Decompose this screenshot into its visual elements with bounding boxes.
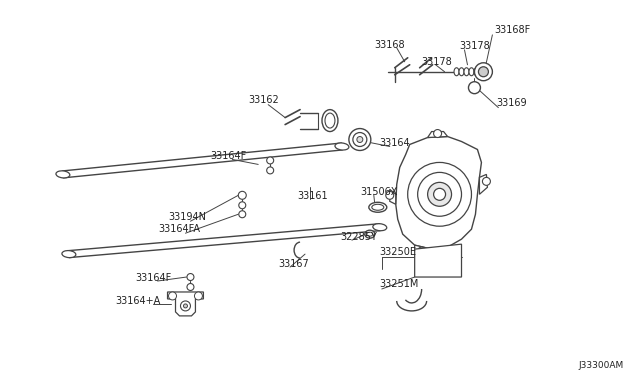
Circle shape (239, 211, 246, 218)
Ellipse shape (367, 232, 373, 236)
Circle shape (187, 273, 194, 280)
Text: 33164FA: 33164FA (159, 224, 200, 234)
Circle shape (195, 292, 202, 300)
Ellipse shape (62, 251, 76, 258)
Text: 33164F: 33164F (136, 273, 172, 283)
Text: 33250E: 33250E (380, 247, 417, 257)
Ellipse shape (469, 68, 474, 76)
Text: 33178: 33178 (422, 57, 452, 67)
Circle shape (184, 304, 188, 308)
Polygon shape (415, 245, 431, 255)
Text: 33164: 33164 (380, 138, 410, 148)
Ellipse shape (322, 110, 338, 132)
Text: 33178: 33178 (460, 41, 490, 51)
Circle shape (168, 292, 177, 300)
Ellipse shape (335, 143, 349, 150)
Circle shape (239, 202, 246, 209)
Circle shape (418, 172, 461, 216)
Text: 33161: 33161 (297, 191, 328, 201)
Polygon shape (479, 174, 488, 194)
Text: J33300AM: J33300AM (579, 361, 624, 370)
Circle shape (408, 163, 472, 226)
Circle shape (353, 132, 367, 147)
Ellipse shape (459, 68, 464, 76)
Circle shape (418, 247, 426, 255)
Text: 33251M: 33251M (380, 279, 419, 289)
Polygon shape (396, 137, 481, 249)
Circle shape (267, 167, 274, 174)
Text: 33194N: 33194N (168, 212, 207, 222)
Circle shape (357, 137, 363, 142)
Polygon shape (428, 132, 447, 138)
Polygon shape (168, 292, 204, 316)
Circle shape (474, 63, 492, 81)
Text: 33164+A: 33164+A (116, 296, 161, 306)
Text: 33164F: 33164F (211, 151, 246, 161)
Polygon shape (415, 244, 461, 277)
Text: 33167: 33167 (278, 259, 309, 269)
Circle shape (434, 188, 445, 200)
Text: 33169: 33169 (497, 97, 527, 108)
Ellipse shape (369, 202, 387, 212)
Circle shape (483, 177, 490, 185)
Ellipse shape (464, 68, 469, 76)
Ellipse shape (373, 224, 387, 231)
Text: 33168F: 33168F (494, 25, 531, 35)
Text: 33162: 33162 (248, 94, 279, 105)
Ellipse shape (372, 204, 384, 210)
Circle shape (479, 67, 488, 77)
Circle shape (187, 283, 194, 291)
Ellipse shape (365, 230, 375, 238)
Text: 32285Y: 32285Y (340, 232, 377, 242)
Circle shape (267, 157, 274, 164)
Circle shape (180, 301, 191, 311)
Circle shape (434, 129, 442, 138)
Ellipse shape (474, 68, 479, 76)
Ellipse shape (454, 68, 459, 76)
Text: 31506X: 31506X (360, 187, 397, 197)
Circle shape (386, 191, 394, 199)
Ellipse shape (325, 113, 335, 128)
Ellipse shape (56, 171, 70, 178)
Circle shape (468, 82, 481, 94)
Polygon shape (390, 189, 396, 204)
Circle shape (428, 182, 452, 206)
Text: 33168: 33168 (375, 40, 405, 50)
Circle shape (349, 129, 371, 150)
Circle shape (238, 191, 246, 199)
